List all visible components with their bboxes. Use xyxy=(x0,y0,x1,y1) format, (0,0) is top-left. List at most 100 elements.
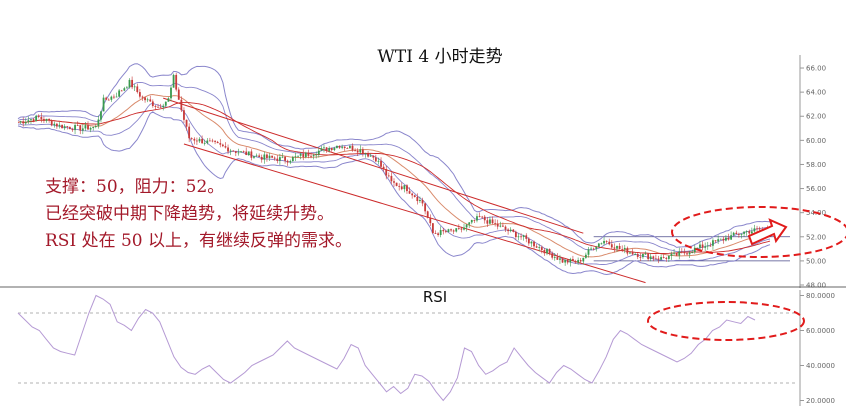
candle-body xyxy=(196,140,198,142)
candle-body xyxy=(572,259,574,262)
candle-body xyxy=(172,74,175,88)
candle-body xyxy=(144,97,146,101)
candle-body xyxy=(201,138,204,144)
candle-body xyxy=(253,156,255,158)
candle-body xyxy=(686,253,688,255)
candle-body xyxy=(286,160,289,163)
candle-body xyxy=(81,128,84,131)
candle-body xyxy=(27,120,30,123)
candle-body xyxy=(359,149,362,153)
candle-body xyxy=(273,157,276,159)
candle-body xyxy=(151,101,154,106)
price-panel: WTI 4 小时走势 48.0050.0052.0054.0056.0058.0… xyxy=(17,47,846,290)
candle-body xyxy=(465,224,468,228)
candle-body xyxy=(37,115,40,117)
candle-body xyxy=(730,235,733,240)
candle-body xyxy=(654,258,657,260)
candle-body xyxy=(732,232,735,236)
candle-body xyxy=(439,230,442,235)
candle-body xyxy=(745,231,748,232)
candle-body xyxy=(294,156,297,158)
candle-body xyxy=(367,153,369,157)
candle-body xyxy=(157,106,159,108)
candle-body xyxy=(266,154,268,158)
candle-body xyxy=(113,96,115,98)
candle-body xyxy=(320,148,323,151)
candle-body xyxy=(579,260,582,262)
candle-body xyxy=(123,88,126,91)
candle-body xyxy=(577,260,580,263)
candle-body xyxy=(709,245,712,247)
candle-body xyxy=(330,148,333,151)
candle-body xyxy=(258,155,261,157)
candle-body xyxy=(227,147,229,152)
candle-body xyxy=(618,245,621,250)
candle-body xyxy=(626,247,629,254)
candle-body xyxy=(374,157,377,162)
candle-body xyxy=(701,244,704,248)
candle-body xyxy=(271,155,274,158)
candle-body xyxy=(234,151,237,153)
candle-body xyxy=(683,251,686,254)
candle-body xyxy=(66,126,69,127)
candle-body xyxy=(48,118,51,121)
candle-body xyxy=(24,122,27,124)
candle-body xyxy=(592,248,595,250)
rsi-tick-label: 40.0000 xyxy=(806,362,835,370)
candle-body xyxy=(208,140,211,142)
candle-body xyxy=(693,247,696,253)
candle-body xyxy=(304,152,307,157)
candle-body xyxy=(699,244,701,248)
candle-body xyxy=(323,147,325,149)
candle-body xyxy=(159,106,162,108)
candle-body xyxy=(473,219,476,221)
candle-body xyxy=(520,236,522,238)
candle-body xyxy=(595,246,598,249)
rsi-series xyxy=(17,294,756,402)
candle-body xyxy=(237,152,240,154)
candle-body xyxy=(452,230,455,232)
candle-body xyxy=(43,119,45,121)
candle-body xyxy=(743,231,745,234)
candle-body xyxy=(706,245,709,247)
candle-body xyxy=(748,231,751,234)
moving-average-40 xyxy=(17,101,771,255)
candle-body xyxy=(735,232,738,235)
candle-body xyxy=(364,153,367,155)
candle-body xyxy=(206,140,209,143)
candle-body xyxy=(115,96,118,98)
candle-body xyxy=(657,258,660,260)
candle-body xyxy=(162,105,165,108)
candle-body xyxy=(678,251,681,256)
candle-body xyxy=(533,241,535,247)
candle-body xyxy=(102,97,105,112)
candle-body xyxy=(610,244,613,248)
candle-body xyxy=(481,216,484,218)
candle-body xyxy=(32,119,35,122)
candle-body xyxy=(232,150,235,152)
candle-body xyxy=(128,79,131,88)
candle-body xyxy=(722,238,725,241)
candle-body xyxy=(377,160,380,162)
candle-body xyxy=(247,151,250,156)
bollinger-bands xyxy=(17,63,771,276)
candle-body xyxy=(289,160,292,163)
candle-body xyxy=(164,101,167,106)
candle-body xyxy=(133,86,136,88)
candle-body xyxy=(188,126,191,139)
candle-body xyxy=(255,155,258,157)
candle-body xyxy=(564,259,567,263)
candle-body xyxy=(71,129,74,131)
candle-body xyxy=(53,123,56,126)
candle-body xyxy=(84,125,87,129)
rsi-highlight-ellipse xyxy=(647,301,805,341)
candle-body xyxy=(662,257,665,258)
downtrend-upper-line xyxy=(163,97,584,234)
price-tick-label: 56.00 xyxy=(806,185,826,193)
candle-body xyxy=(76,125,79,126)
candle-body xyxy=(429,217,432,224)
candle-body xyxy=(691,252,694,254)
price-tick-label: 50.00 xyxy=(806,257,826,265)
candle-body xyxy=(502,225,504,227)
bollinger-upper-inner xyxy=(17,82,770,253)
